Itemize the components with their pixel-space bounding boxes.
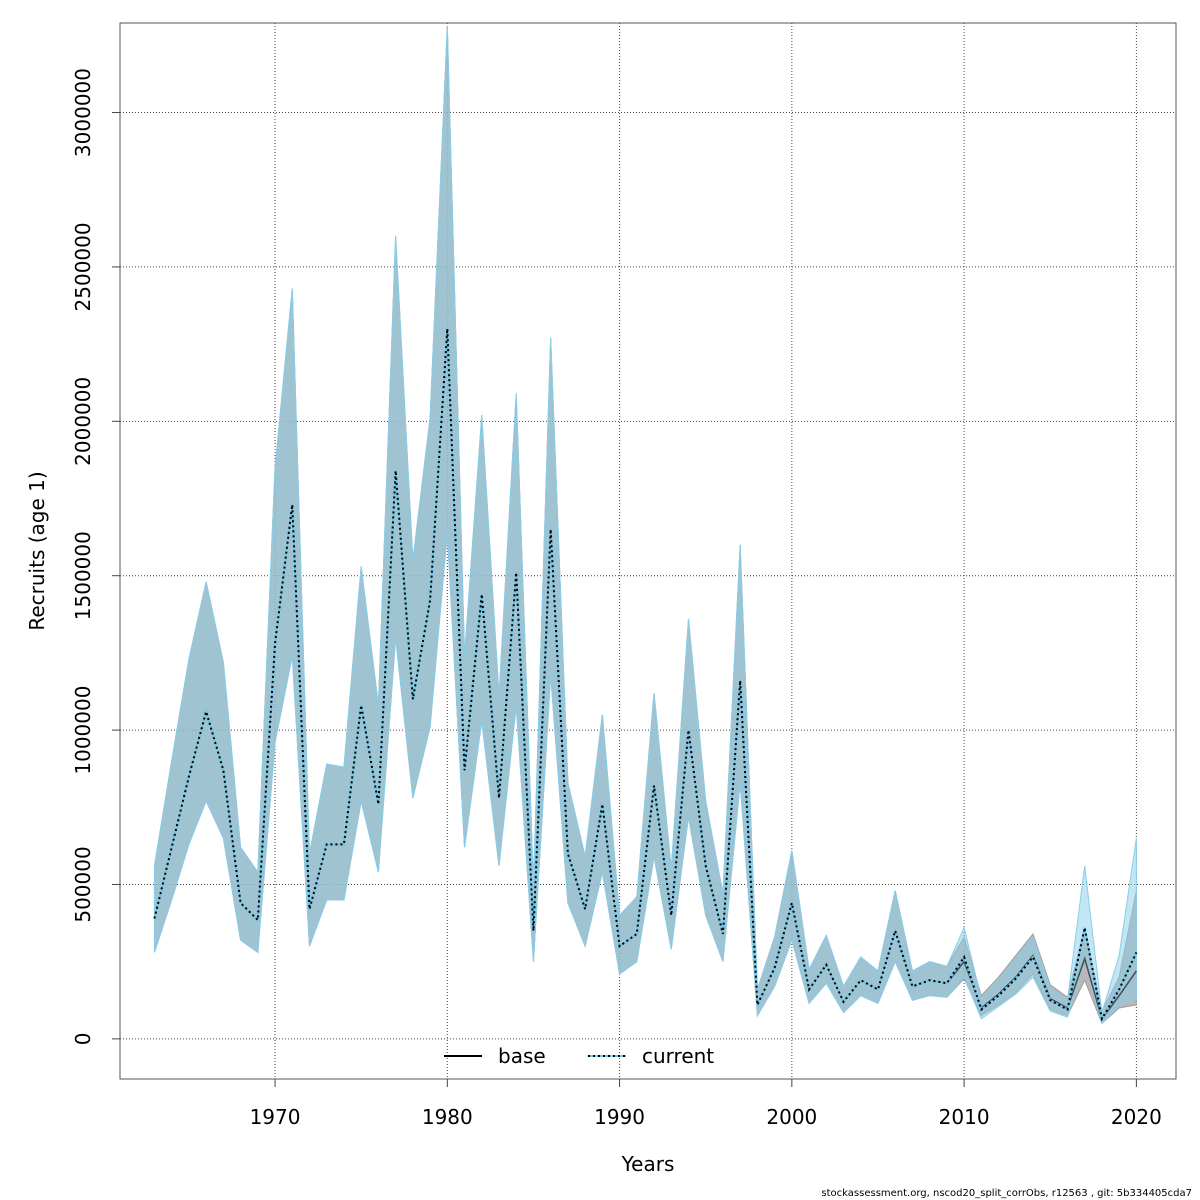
x-tick-label: 1970 [250,1105,301,1129]
confidence-bands [153,26,1137,1025]
grid [120,23,1176,1079]
x-tick-label: 2000 [766,1105,817,1129]
current-line-under [153,328,1138,1022]
current-confidence-band [153,26,1137,1025]
legend-current-label: current [642,1044,714,1068]
plot-frame [119,22,1177,1080]
y-tick-label: 1500000 [71,531,95,620]
x-tick-label: 2010 [939,1105,990,1129]
x-axis-label: Years [621,1152,675,1176]
y-tick-label: 2500000 [71,222,95,311]
legend: base current [444,1044,714,1068]
series-lines [153,328,1138,1022]
x-tick-label: 1980 [422,1105,473,1129]
y-axis-label: Recruits (age 1) [25,471,49,630]
legend-base-label: base [498,1044,546,1068]
footer-credit: stockassessment.org, nscod20_split_corrO… [821,1188,1192,1199]
y-tick-label: 2000000 [71,377,95,466]
x-tick-label: 2020 [1111,1105,1162,1129]
y-tick-label: 500000 [71,846,95,922]
y-tick-label: 0 [71,1032,95,1045]
y-tick-label: 1000000 [71,686,95,775]
x-tick-label: 1990 [594,1105,645,1129]
x-axis: 1970 1980 1990 2000 2010 2020 [250,1079,1162,1129]
y-axis: 0 500000 1000000 1500000 2000000 2500000 30000… [71,68,120,1045]
y-tick-label: 3000000 [71,68,95,157]
